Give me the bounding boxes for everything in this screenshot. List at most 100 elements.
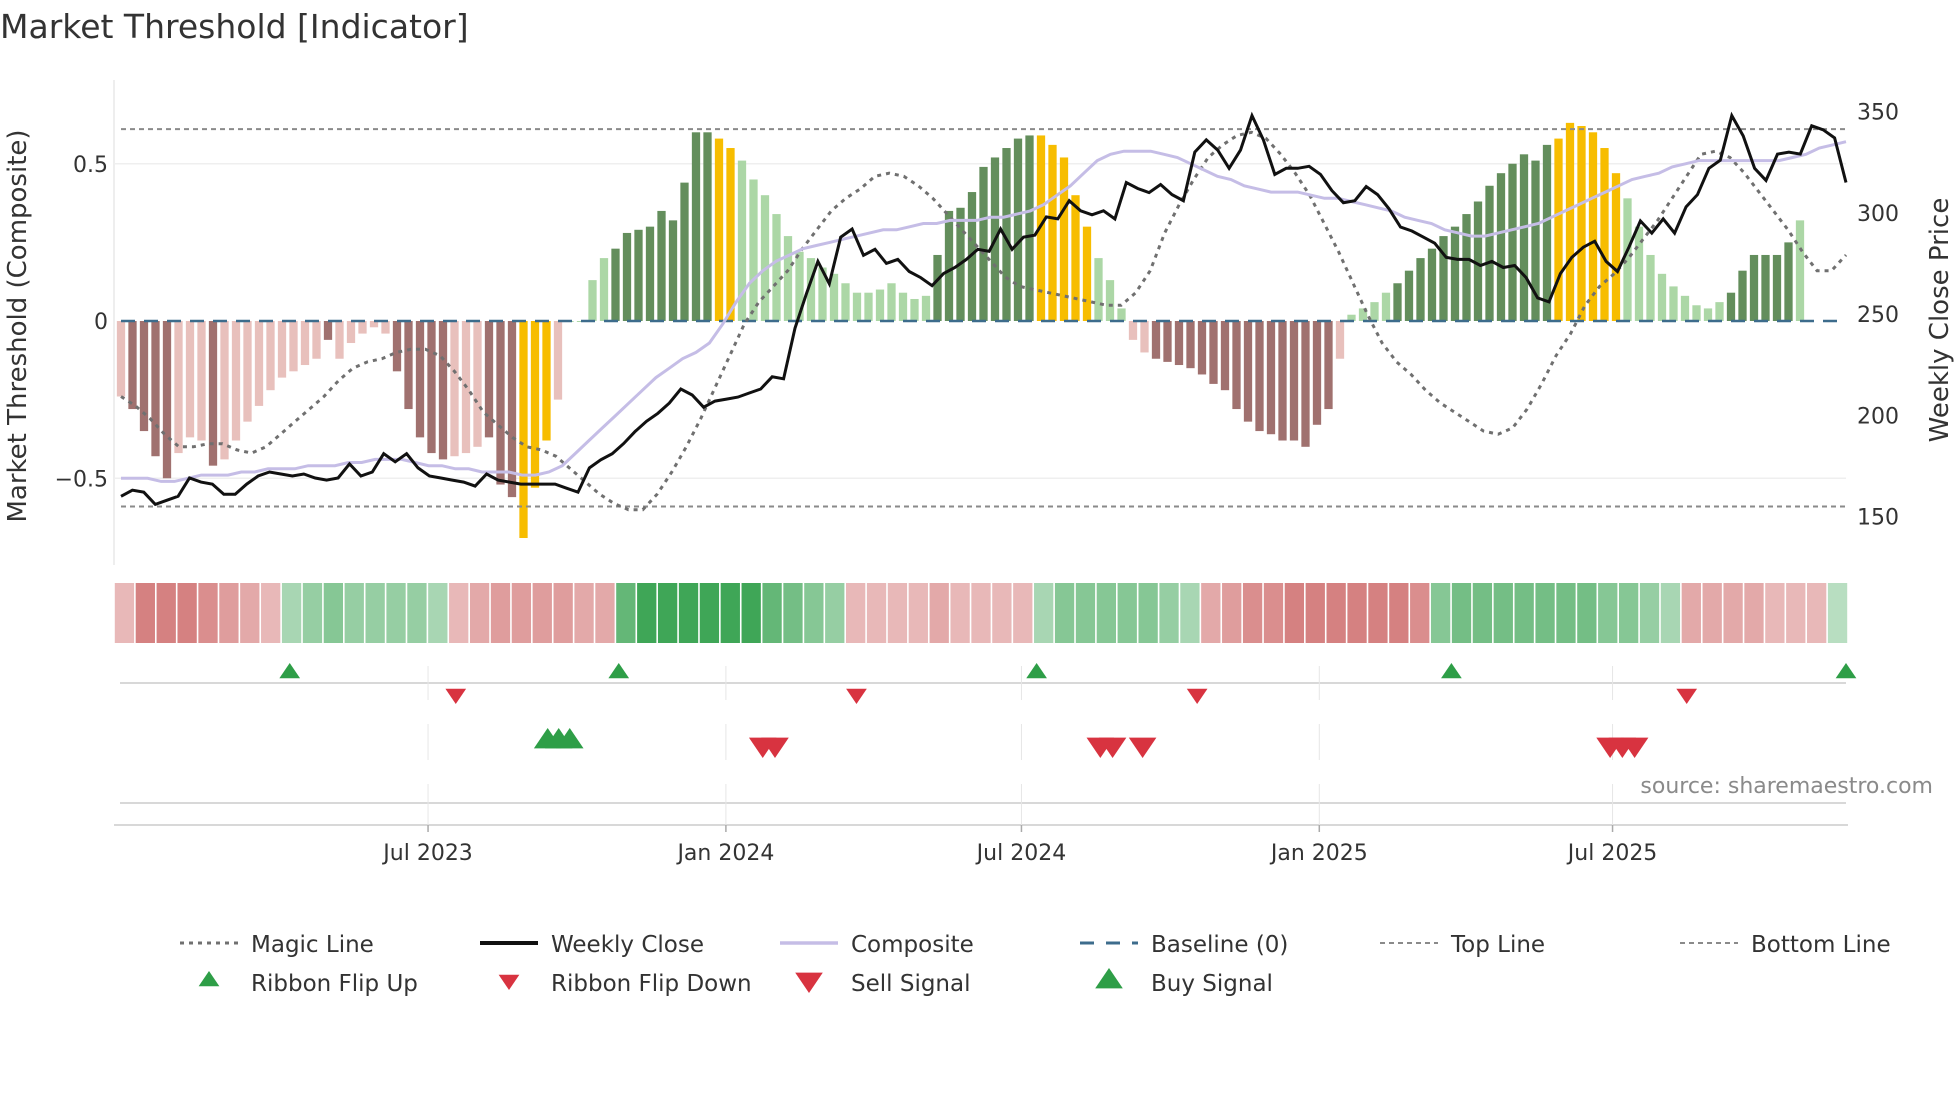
ribbon-cell-6 (240, 583, 260, 643)
composite-bar-103 (1301, 321, 1310, 447)
composite-bar-97 (1232, 321, 1241, 410)
composite-bar-24 (392, 321, 402, 372)
ribbon-cell-61 (1389, 583, 1409, 643)
composite-bar-47 (657, 210, 666, 321)
composite-bar-111 (1393, 283, 1402, 321)
composite-bar-53 (726, 148, 735, 321)
composite-bar-141 (1738, 270, 1747, 321)
ribbon-cell-11 (344, 583, 364, 643)
composite-bar-16 (300, 321, 310, 366)
composite-bar-31 (473, 321, 482, 447)
ribbon-cell-26 (657, 583, 678, 643)
composite-bar-14 (277, 321, 287, 378)
ribbon-cell-70 (1577, 583, 1597, 643)
x-tick-label-3: Jan 2025 (1269, 841, 1368, 866)
ribbon-cell-5 (219, 583, 239, 643)
composite-bar-99 (1255, 321, 1264, 432)
composite-bar-77 (1002, 148, 1011, 321)
legend-swatch-8 (795, 972, 823, 993)
composite-bar-55 (749, 179, 758, 321)
composite-bar-7 (197, 321, 206, 441)
right-tick-label-0: 350 (1857, 101, 1899, 126)
ribbon-cell-57 (1305, 583, 1325, 643)
main-panel: 0.5 0 −0.5 350 300 250 200 150 Market Threshol… (3, 80, 1955, 565)
ribbon-cell-10 (323, 583, 344, 643)
composite-bar-115 (1439, 236, 1448, 321)
ribbon-cell-27 (678, 583, 699, 643)
legend-label-5: Bottom Line (1751, 932, 1891, 958)
ribbon-cell-60 (1368, 583, 1388, 643)
composite-bar-129 (1600, 148, 1609, 321)
composite-bar-137 (1692, 305, 1701, 321)
composite-bar-124 (1542, 144, 1552, 321)
ribbon-cell-76 (1702, 583, 1722, 643)
ribbon-cell-44 (1034, 583, 1054, 643)
ribbon-cell-7 (261, 583, 281, 643)
composite-bar-38 (553, 321, 563, 400)
composite-bar-130 (1611, 173, 1621, 321)
ribbon-flip-down-marker-2 (1186, 688, 1208, 704)
composite-bar-79 (1025, 135, 1034, 321)
left-tick-label-0: 0.5 (73, 153, 108, 178)
composite-bar-25 (404, 321, 413, 410)
composite-bar-51 (703, 132, 712, 321)
composite-bar-42 (599, 258, 609, 321)
composite-bar-66 (875, 289, 885, 321)
composite-bar-43 (611, 248, 620, 321)
right-tick-label-4: 150 (1857, 506, 1899, 531)
magic-line (120, 130, 1848, 512)
composite-bar-88 (1128, 321, 1138, 340)
composite-bar-114 (1427, 248, 1437, 321)
legend-label-9: Buy Signal (1151, 971, 1273, 997)
ribbon-cell-56 (1284, 583, 1305, 643)
ribbon-cell-75 (1681, 583, 1701, 643)
ribbon-strip (114, 583, 1848, 643)
composite-bar-63 (841, 283, 850, 321)
composite-bar-128 (1588, 132, 1598, 321)
left-tick-label-1: 0 (94, 310, 108, 335)
ribbon-cell-54 (1242, 583, 1263, 643)
ribbon-cell-45 (1054, 583, 1075, 643)
composite-bar-0 (116, 321, 126, 397)
ribbon-cell-81 (1807, 583, 1827, 643)
composite-bar-90 (1151, 321, 1161, 359)
composite-bar-19 (335, 321, 344, 359)
composite-bar-64 (852, 292, 862, 321)
composite-bar-74 (967, 192, 977, 321)
composite-bar-116 (1450, 226, 1460, 321)
ribbon-cell-80 (1786, 583, 1806, 643)
sell-signal-marker-3 (1098, 737, 1127, 758)
left-axis-ticks: 0.5 0 −0.5 (55, 153, 108, 493)
sell-signal-marker-1 (761, 737, 789, 758)
composite-bar-92 (1174, 321, 1184, 366)
composite-bar-96 (1220, 321, 1230, 391)
composite-bar-33 (496, 321, 505, 485)
composite-bar-78 (1013, 138, 1023, 321)
ribbon-cell-51 (1180, 583, 1200, 643)
composite-bar-26 (415, 321, 425, 438)
composite-bar-37 (542, 321, 551, 441)
composite-bar-28 (438, 321, 448, 460)
ribbon-cell-78 (1744, 583, 1764, 643)
composite-bar-70 (921, 295, 931, 321)
ribbon-cell-73 (1639, 583, 1660, 643)
legend-swatch-7 (498, 974, 520, 990)
composite-bar-133 (1646, 254, 1655, 321)
ribbon-cell-59 (1347, 583, 1367, 643)
composite-bar-41 (588, 280, 597, 321)
composite-bar-101 (1278, 321, 1287, 441)
composite-bar-82 (1059, 157, 1069, 321)
ribbon-cell-46 (1075, 583, 1096, 643)
composite-bar-48 (668, 220, 678, 321)
composite-bar-139 (1715, 302, 1724, 321)
composite-bar-108 (1358, 308, 1368, 321)
composite-bar-32 (484, 321, 494, 438)
ribbon-cell-74 (1660, 583, 1681, 643)
composite-bar-91 (1163, 321, 1172, 362)
ribbon-cell-64 (1451, 583, 1472, 643)
composite-bar-120 (1496, 173, 1506, 321)
composite-bar-68 (898, 292, 908, 321)
composite-bar-23 (381, 321, 390, 334)
chart-title: Market Threshold [Indicator] (0, 7, 469, 46)
legend-swatch-9 (1095, 968, 1123, 989)
